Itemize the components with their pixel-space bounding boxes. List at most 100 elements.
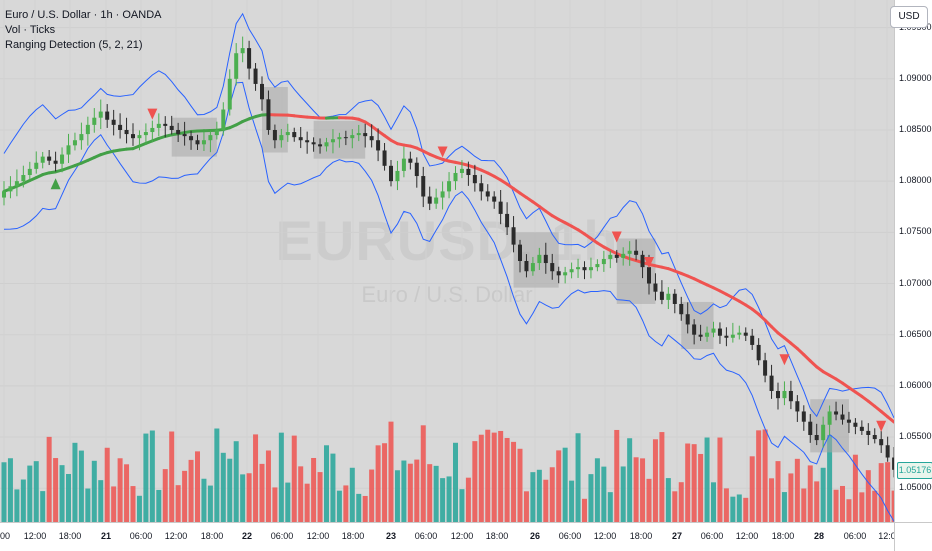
candle-body <box>621 254 625 258</box>
volume-bar <box>743 498 748 522</box>
candle-body <box>653 284 657 292</box>
candle-body <box>402 159 406 171</box>
candle-body <box>260 84 264 99</box>
legend: Euro / U.S. Dollar · 1h · OANDA Vol · Ti… <box>5 8 162 53</box>
time-tick-label: 18:00 <box>771 531 795 541</box>
candle-body <box>370 136 374 140</box>
candle-body <box>557 271 561 275</box>
candle-body <box>266 99 270 130</box>
candle <box>79 123 83 150</box>
volume-bar <box>285 483 290 522</box>
volume-bar <box>711 482 716 522</box>
legend-title[interactable]: Euro / U.S. Dollar · 1h · OANDA <box>5 8 162 23</box>
candle <box>666 287 670 309</box>
candle <box>389 160 393 186</box>
volume-bar <box>440 478 445 522</box>
time-tick-label: 23 <box>379 531 403 541</box>
volume-bar <box>401 461 406 522</box>
candle-body <box>286 132 290 135</box>
time-tick-label: 06:00 <box>129 531 153 541</box>
candle-body <box>247 48 251 68</box>
candle-body <box>492 197 496 202</box>
candle <box>247 41 251 80</box>
candle-body <box>679 304 683 314</box>
time-tick-label: 06:00 <box>270 531 294 541</box>
candle <box>770 365 774 399</box>
price-scale[interactable]: 1.095001.090001.085001.080001.075001.070… <box>894 0 932 522</box>
volume-bar <box>485 430 490 522</box>
candle-body <box>583 267 587 270</box>
time-tick-label: 12:00 <box>735 531 759 541</box>
time-tick-label: 28 <box>807 531 831 541</box>
candle <box>241 37 245 63</box>
candle-body <box>828 411 832 424</box>
legend-volume[interactable]: Vol · Ticks <box>5 23 162 38</box>
candle-body <box>363 133 367 136</box>
currency-button[interactable]: USD <box>890 6 928 28</box>
volume-bar <box>653 439 658 522</box>
candle-body <box>41 157 45 163</box>
volume-bar <box>730 497 735 522</box>
candle <box>866 423 870 445</box>
candle-body <box>170 126 174 130</box>
candle-body <box>802 411 806 421</box>
candle-body <box>454 173 458 181</box>
candle-body <box>118 125 122 130</box>
candle <box>125 118 129 144</box>
time-tick-label: 12:00 <box>306 531 330 541</box>
volume-bar <box>272 487 277 522</box>
candle <box>724 327 728 346</box>
candle-body <box>544 255 548 263</box>
candle-body <box>337 137 341 139</box>
candle-body <box>731 335 735 338</box>
candle <box>54 152 58 172</box>
candle <box>131 123 135 146</box>
candle <box>757 338 761 365</box>
candle <box>305 132 309 154</box>
candle <box>853 418 857 434</box>
time-tick-label: 12:00 <box>23 531 47 541</box>
candle-body <box>628 251 632 254</box>
volume-bar <box>47 437 52 522</box>
plot-area[interactable]: EURUSD, 1h Euro / U.S. Dollar Euro / U.S… <box>0 0 894 522</box>
candle-body <box>795 401 799 411</box>
volume-bar <box>350 468 355 522</box>
candle-body <box>737 333 741 335</box>
candle-body <box>692 324 696 334</box>
candle-body <box>318 144 322 146</box>
candle-body <box>163 124 167 126</box>
volume-bar <box>795 459 800 522</box>
candle-body <box>815 435 819 440</box>
time-tick-label: 18:00 <box>341 531 365 541</box>
volume-bar <box>253 434 258 522</box>
candle <box>112 110 116 136</box>
candle-body <box>21 175 25 181</box>
volume-bar <box>92 461 97 522</box>
time-tick-label: 22 <box>235 531 259 541</box>
volume-bar <box>505 438 510 522</box>
volume-bar <box>808 465 813 522</box>
time-tick-label: 06:00 <box>700 531 724 541</box>
candle <box>2 181 6 205</box>
volume-bar <box>176 485 181 522</box>
volume-bar <box>21 480 26 522</box>
candle-body <box>602 259 606 264</box>
volume-bar <box>201 479 206 522</box>
candle <box>718 322 722 344</box>
volume-bar <box>298 466 303 522</box>
candle-body <box>666 294 670 300</box>
volume-bar <box>614 430 619 522</box>
candle-body <box>234 53 238 79</box>
candle <box>92 108 96 133</box>
candle-body <box>376 140 380 150</box>
time-tick-label: 18:00 <box>58 531 82 541</box>
volume-bar <box>537 470 542 522</box>
candle-body <box>79 134 83 140</box>
candle-body <box>344 137 348 138</box>
volume-bar <box>14 489 19 522</box>
candle <box>447 172 451 198</box>
legend-indicator[interactable]: Ranging Detection (5, 2, 21) <box>5 38 162 53</box>
volume-bar <box>582 499 587 522</box>
